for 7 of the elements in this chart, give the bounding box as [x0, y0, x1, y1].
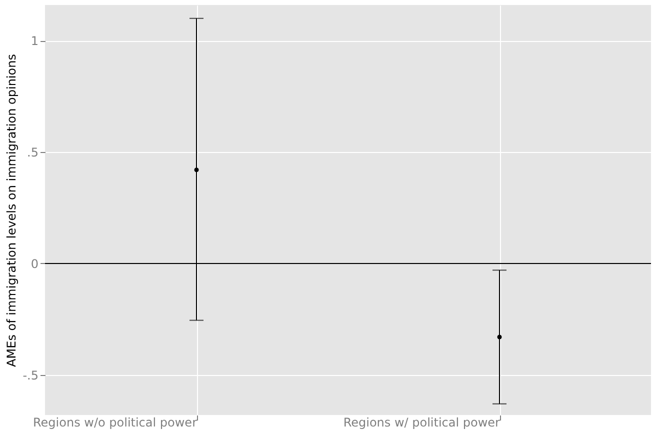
y-tick-label: .5	[27, 146, 38, 160]
y-axis-title: AMEs of immigration levels on immigration opinions	[4, 54, 19, 367]
y-tick-label: 1	[30, 34, 38, 48]
y-tick-label: -.5	[22, 368, 38, 382]
x-tick-label: Regions w/ political power	[343, 416, 500, 430]
y-tick-label: 0	[30, 256, 38, 271]
x-tick-label: Regions w/o political power	[32, 416, 198, 430]
